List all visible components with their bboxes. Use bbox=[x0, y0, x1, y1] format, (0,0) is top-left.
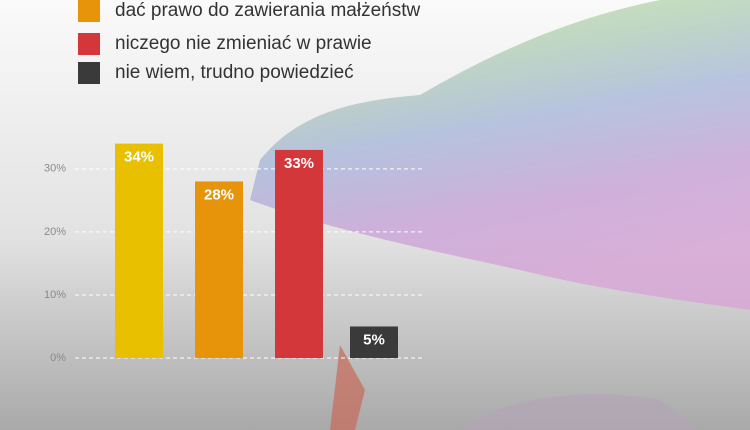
y-tick-label: 0% bbox=[50, 352, 66, 364]
y-tick-label: 30% bbox=[44, 163, 66, 175]
bar bbox=[115, 143, 163, 358]
value-label: 34% bbox=[124, 149, 154, 166]
legend-label: dać prawo do zawierania małżeństw bbox=[115, 0, 420, 21]
value-label: 28% bbox=[204, 186, 234, 203]
umbrella-decoration bbox=[460, 394, 700, 430]
legend-swatch bbox=[78, 0, 100, 22]
legend-label: nie wiem, trudno powiedzieć bbox=[115, 62, 354, 83]
flag-decoration bbox=[330, 345, 365, 430]
legend-swatch bbox=[78, 33, 100, 55]
value-label: 5% bbox=[363, 331, 385, 348]
bar bbox=[195, 181, 243, 358]
y-tick-label: 10% bbox=[44, 289, 66, 301]
bar bbox=[350, 326, 398, 358]
value-label: 33% bbox=[284, 155, 314, 172]
legend-swatch bbox=[78, 62, 100, 84]
bar bbox=[275, 149, 323, 358]
y-tick-label: 20% bbox=[44, 226, 66, 238]
legend-label: niczego nie zmieniać w prawie bbox=[115, 33, 372, 54]
flag-decoration bbox=[250, 0, 750, 310]
